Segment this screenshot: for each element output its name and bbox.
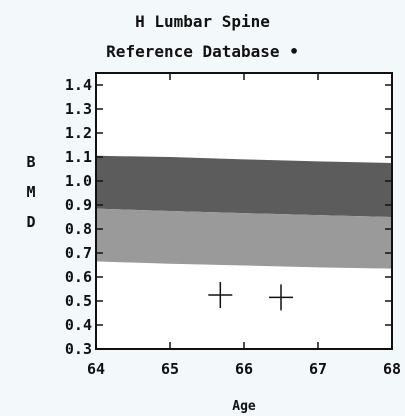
x-tick-label: 67 <box>309 360 327 378</box>
x-tick-label: 65 <box>161 360 179 378</box>
y-tick-label: 1.4 <box>65 76 92 94</box>
data-point <box>208 282 233 308</box>
y-axis-label-letter: M <box>26 183 35 201</box>
chart-subtitle: Reference Database • <box>106 42 299 61</box>
y-tick-label: 1.0 <box>65 172 92 190</box>
y-tick-label: 0.8 <box>65 220 92 238</box>
y-tick-label: 0.5 <box>65 292 92 310</box>
reference-band-1 <box>96 155 392 217</box>
y-tick-label: 0.4 <box>65 316 92 334</box>
reference-band-2 <box>96 208 392 269</box>
y-tick-label: 0.3 <box>65 340 92 358</box>
y-axis-label-letter: B <box>26 153 35 171</box>
x-tick-label: 66 <box>235 360 253 378</box>
x-tick-label: 64 <box>87 360 105 378</box>
y-tick-label: 1.3 <box>65 100 92 118</box>
x-axis-label: Age <box>232 399 256 414</box>
y-tick-label: 0.9 <box>65 196 92 214</box>
chart-title: H Lumbar Spine <box>135 12 270 31</box>
y-tick-label: 1.2 <box>65 124 92 142</box>
y-axis-label-letter: D <box>26 213 35 231</box>
y-tick-label: 1.1 <box>65 148 92 166</box>
y-tick-label: 0.6 <box>65 268 92 286</box>
x-tick-label: 68 <box>383 360 401 378</box>
y-tick-label: 0.7 <box>65 244 92 262</box>
data-point <box>269 284 293 311</box>
